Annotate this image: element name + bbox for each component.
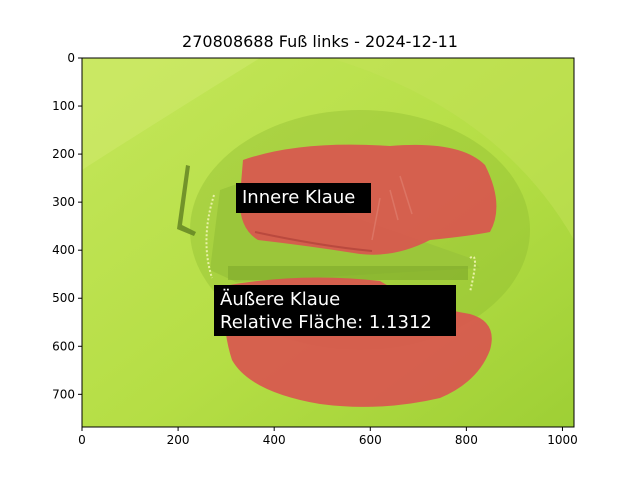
- x-tick-label: 0: [78, 433, 86, 447]
- y-tick-label: 0: [67, 51, 75, 65]
- y-tick-label: 600: [52, 339, 75, 353]
- y-axis-ticks: 0 100 200 300 400 500 600 700: [52, 51, 82, 401]
- x-axis-ticks: 0 200 400 600 800 1000: [78, 427, 578, 447]
- inner-claw-label: Innere Klaue: [242, 187, 355, 208]
- inner-claw-annotation: Innere Klaue: [236, 183, 371, 213]
- outer-claw-label: Äußere Klaue: [220, 289, 340, 310]
- outer-claw-annotation: Äußere Klaue Relative Fläche: 1.1312: [214, 285, 456, 336]
- figure-title: 270808688 Fuß links - 2024-12-11: [182, 32, 458, 51]
- y-tick-label: 400: [52, 243, 75, 257]
- x-tick-label: 600: [359, 433, 382, 447]
- y-tick-label: 200: [52, 147, 75, 161]
- y-tick-label: 500: [52, 291, 75, 305]
- x-tick-label: 800: [455, 433, 478, 447]
- x-tick-label: 200: [167, 433, 190, 447]
- x-tick-label: 400: [263, 433, 286, 447]
- y-tick-label: 300: [52, 195, 75, 209]
- outer-claw-area: Relative Fläche: 1.1312: [220, 312, 432, 333]
- y-tick-label: 700: [52, 387, 75, 401]
- photo: [82, 58, 574, 427]
- x-tick-label: 1000: [547, 433, 578, 447]
- y-tick-label: 100: [52, 99, 75, 113]
- axes-frame: [81, 57, 575, 428]
